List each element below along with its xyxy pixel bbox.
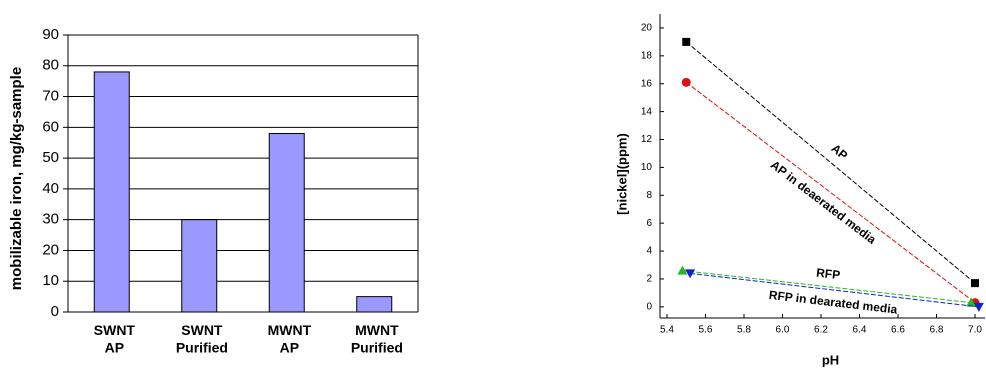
y-tick-label: 12 [641,134,653,145]
y-tick-label: 70 [42,88,59,105]
bar [356,296,393,313]
series-line [690,272,979,308]
y-tick-label: 16 [641,78,653,89]
y-tick-label: 60 [42,118,59,135]
y-tick-label: 90 [42,26,59,43]
y-tick-label: 8 [646,190,652,201]
x-tick-label: SWNT Purified [176,322,228,356]
marker [971,279,979,288]
marker [966,297,977,307]
x-tick-label: MWNT AP [268,322,312,356]
x-tick-label: 5.4 [660,325,674,336]
bar [93,71,130,313]
y-tick-label: 2 [646,274,652,285]
x-tick-label: 6.6 [891,325,905,336]
bar [268,132,305,313]
x-tick-label: SWNT AP [94,322,136,356]
x-tick-label: 6.4 [853,325,867,336]
x-tick-label: 6.2 [814,325,828,336]
y-tick-label: 6 [646,218,652,229]
y-tick-label: 80 [42,57,59,74]
y-tick-label: 50 [42,149,59,166]
x-tick-label: 5.8 [737,325,751,336]
series-line [685,41,976,284]
y-tick-label: 14 [641,106,653,117]
x-tick-label: 6.8 [930,325,944,336]
x-tick-label: 5.6 [699,325,713,336]
y-tick-label: 20 [641,23,653,34]
marker [677,265,688,275]
marker [685,269,696,279]
y-tick-label: 30 [42,211,59,228]
marker [681,77,691,87]
bar [181,219,218,313]
x-axis-label: pH [822,352,839,367]
y-axis-label: [nickel](ppm) [614,133,629,215]
y-tick-label: 0 [646,301,652,312]
series-label: AP in deaerated media [768,158,879,247]
y-axis-label: mobilizable iron, mg/kg-sample [8,67,25,290]
x-tick-label: 7.0 [968,325,982,336]
x-tick-label: MWNT Purified [351,322,403,356]
y-tick-label: 4 [646,246,652,257]
y-tick-label: 18 [641,50,653,61]
x-tick-label: 6.0 [776,325,790,336]
y-tick-label: 10 [641,162,653,173]
series-label: RFP [815,266,840,283]
series-line [685,81,976,304]
y-tick-label: 0 [51,303,59,320]
series-line [682,270,972,304]
y-tick-label: 20 [42,241,59,258]
y-tick-label: 10 [42,272,59,289]
marker [682,37,691,46]
y-tick-label: 40 [42,180,59,197]
series-label: AP [829,141,851,162]
marker [973,302,984,312]
